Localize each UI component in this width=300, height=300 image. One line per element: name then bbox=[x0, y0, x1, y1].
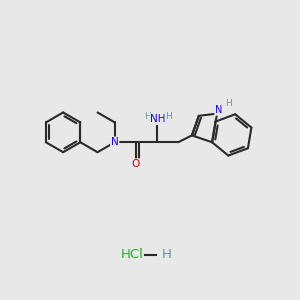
Text: H: H bbox=[161, 248, 171, 261]
Text: H: H bbox=[165, 112, 172, 121]
Text: O: O bbox=[132, 159, 140, 169]
Text: H: H bbox=[225, 99, 232, 108]
Text: NH: NH bbox=[150, 114, 166, 124]
Text: N: N bbox=[111, 137, 118, 147]
Text: H: H bbox=[144, 112, 151, 121]
Text: N: N bbox=[215, 105, 222, 115]
Text: HCl: HCl bbox=[121, 248, 144, 261]
